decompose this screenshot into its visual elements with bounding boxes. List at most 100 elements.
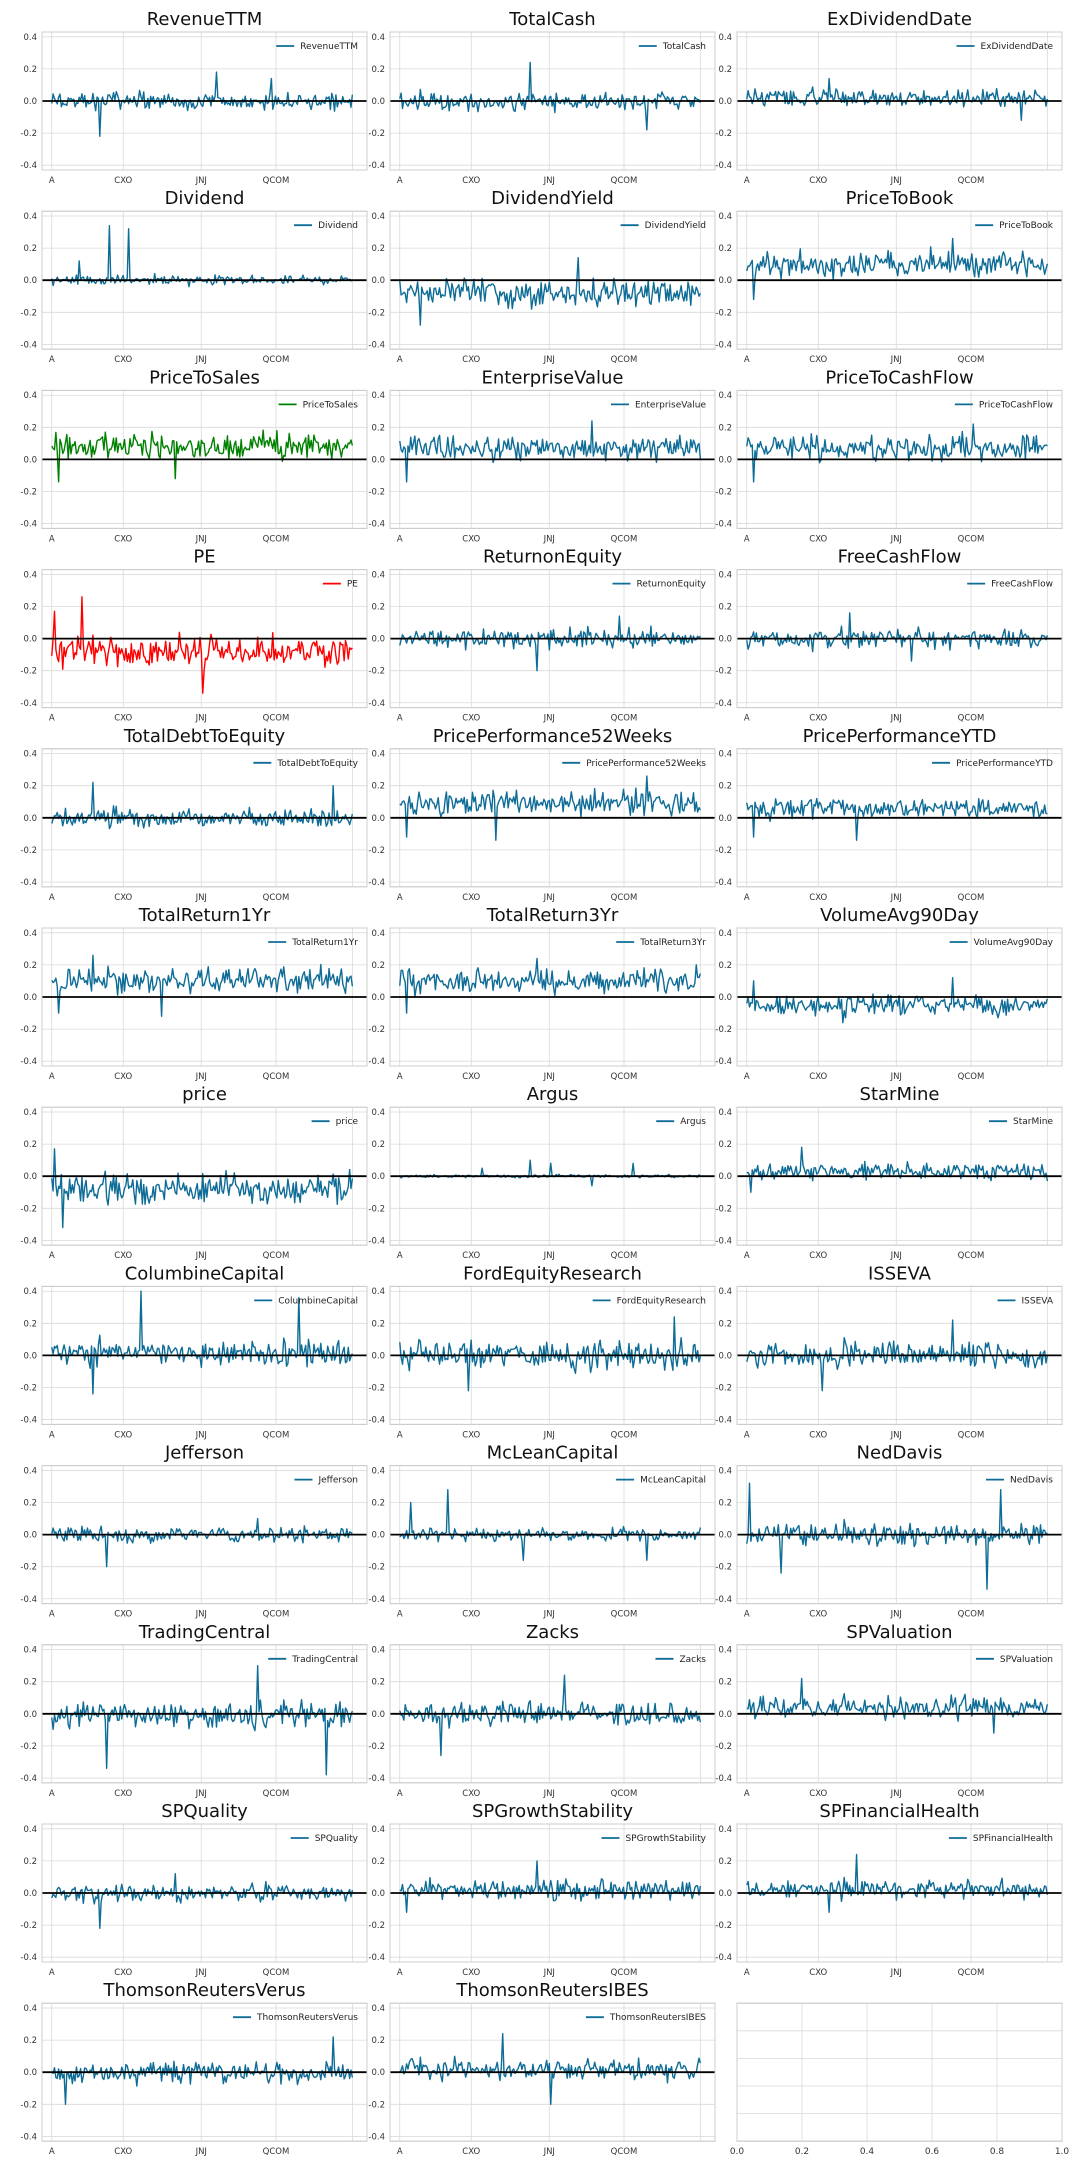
subplot-title: ThomsonReutersVerus [102, 1980, 305, 2001]
series-line [746, 237, 1049, 301]
x-tick-label: CXO [809, 1789, 827, 1799]
y-tick-label: -0.2 [715, 487, 732, 497]
series-line [51, 596, 353, 694]
subplot-title: SPFinancialHealth [819, 1801, 979, 1822]
subplot-title: FreeCashFlow [838, 547, 962, 568]
y-tick-label: -0.4 [20, 520, 37, 530]
y-tick-label: 0.2 [23, 1857, 37, 1867]
y-tick-label: 0.0 [718, 814, 732, 824]
x-tick-label: JNJ [195, 1251, 207, 1261]
legend-label: PriceToSales [303, 400, 359, 410]
x-tick-label: JNJ [195, 1072, 207, 1082]
subplot-title: PricePerformance52Weeks [433, 726, 673, 747]
y-tick-label: 0.2 [718, 1319, 732, 1329]
subplot-DividendYield: -0.4 -0.2 0.0 0.2 0.4 A CXO JNJ QCOM DividendYiel… [368, 188, 716, 365]
x-tick-label: QCOM [611, 1789, 638, 1799]
subplot-title: NedDavis [857, 1443, 943, 1464]
y-tick-label: 0.4 [23, 33, 37, 43]
series-line [399, 957, 702, 1014]
y-tick-label: 0.0 [718, 635, 732, 645]
x-tick-label: CXO [809, 1968, 827, 1978]
legend: PriceToBook [975, 221, 1054, 231]
legend-label: TotalReturn1Yr [291, 938, 358, 948]
x-tick-label: JNJ [543, 1789, 555, 1799]
series-line [399, 2032, 702, 2105]
subplot-empty: 0.0 0.2 0.4 0.6 0.8 1.0 [730, 2002, 1070, 2157]
subplot-Dividend: -0.4 -0.2 0.0 0.2 0.4 A CXO JNJ QCOM Dividend Divi… [20, 188, 368, 365]
legend: Zacks [655, 1655, 706, 1665]
x-tick-label: CXO [114, 1968, 132, 1978]
y-tick-label: -0.4 [715, 1057, 732, 1067]
axes-border [736, 927, 1063, 1067]
subplot-title: ThomsonReutersIBES [455, 1980, 648, 2001]
legend-label: Jefferson [317, 1476, 358, 1486]
y-tick-label: -0.4 [368, 1416, 385, 1426]
x-tick-label: 1.0 [1055, 2147, 1070, 2157]
y-tick-label: 0.4 [23, 1825, 37, 1835]
series-line [399, 420, 702, 483]
legend: TotalDebtToEquity [253, 759, 359, 769]
axes-border [41, 31, 368, 171]
y-tick-label: 0.0 [371, 97, 385, 107]
legend-label: SPValuation [1000, 1655, 1053, 1665]
y-tick-label: 0.4 [371, 750, 385, 760]
axes-border [41, 389, 368, 529]
y-tick-label: 0.0 [23, 1710, 37, 1720]
x-tick-label: QCOM [958, 1072, 985, 1082]
y-tick-label: 0.4 [718, 1825, 732, 1835]
x-tick-label: QCOM [611, 355, 638, 365]
y-tick-label: -0.2 [715, 1204, 732, 1214]
legend-label: ReturnonEquity [636, 580, 706, 590]
y-tick-label: 0.0 [23, 1172, 37, 1182]
x-tick-label: CXO [809, 1430, 827, 1440]
axes-border [389, 1285, 716, 1425]
axes-border [41, 1644, 368, 1784]
subplot-NedDavis: -0.4 -0.2 0.0 0.2 0.4 A CXO JNJ QCOM NedDavis NedD… [715, 1443, 1063, 1620]
x-tick-label: QCOM [263, 1789, 290, 1799]
y-tick-label: -0.4 [20, 1595, 37, 1605]
y-tick-label: -0.2 [20, 2100, 37, 2110]
x-tick-label: CXO [462, 1789, 480, 1799]
y-tick-label: 0.4 [23, 1466, 37, 1476]
x-tick-label: QCOM [611, 2147, 638, 2157]
x-tick-label: A [744, 176, 750, 186]
y-tick-label: -0.2 [368, 1921, 385, 1931]
y-tick-label: 0.2 [23, 65, 37, 75]
y-tick-label: 0.2 [23, 1140, 37, 1150]
series-line [746, 1677, 1049, 1734]
y-tick-label: 0.0 [23, 635, 37, 645]
subplot-FreeCashFlow: -0.4 -0.2 0.0 0.2 0.4 A CXO JNJ QCOM FreeCashFlow… [715, 547, 1063, 724]
y-tick-label: -0.4 [368, 1595, 385, 1605]
x-tick-label: QCOM [611, 176, 638, 186]
y-tick-label: 0.2 [371, 1678, 385, 1688]
y-tick-label: 0.2 [23, 1319, 37, 1329]
x-tick-label: A [49, 1610, 55, 1620]
y-tick-label: 0.4 [371, 1466, 385, 1476]
legend: StarMine [989, 1117, 1053, 1127]
series-line [51, 1290, 354, 1395]
y-tick-label: 0.4 [718, 212, 732, 222]
subplot-VolumeAvg90Day: -0.4 -0.2 0.0 0.2 0.4 A CXO JNJ QCOM VolumeAvg90D… [715, 905, 1063, 1082]
y-tick-label: -0.2 [368, 129, 385, 139]
subplot-PricePerformanceYTD: -0.4 -0.2 0.0 0.2 0.4 A CXO JNJ QCOM PricePerform… [715, 726, 1063, 903]
series-line [51, 1148, 354, 1229]
y-tick-label: 0.0 [23, 993, 37, 1003]
y-tick-label: 0.2 [718, 961, 732, 971]
legend: PriceToSales [278, 400, 359, 410]
legend: ThomsonReutersIBES [585, 2013, 706, 2023]
y-tick-label: 0.2 [718, 1499, 732, 1509]
y-tick-label: 0.2 [371, 1140, 385, 1150]
y-tick-label: 0.0 [23, 1531, 37, 1541]
x-tick-label: QCOM [611, 1251, 638, 1261]
y-tick-label: 0.0 [718, 1710, 732, 1720]
x-tick-label: 0.6 [925, 2147, 940, 2157]
x-tick-label: CXO [809, 534, 827, 544]
legend-label: PricePerformance52Weeks [586, 759, 706, 769]
legend-label: ThomsonReutersVerus [256, 2013, 358, 2023]
x-tick-label: A [397, 1251, 403, 1261]
x-tick-label: QCOM [611, 1072, 638, 1082]
y-tick-label: 0.2 [23, 244, 37, 254]
axes-border [389, 569, 716, 709]
x-tick-label: JNJ [890, 1072, 902, 1082]
legend-label: NedDavis [1010, 1476, 1053, 1486]
